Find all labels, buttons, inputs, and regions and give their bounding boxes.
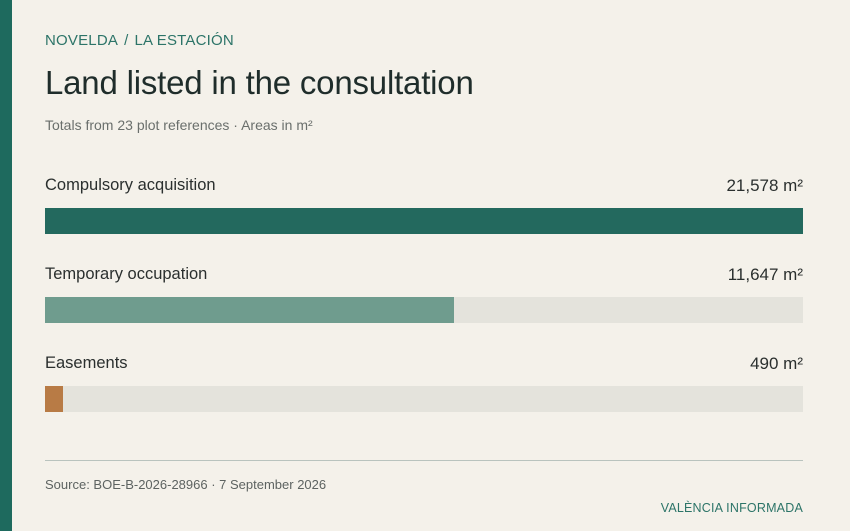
category-label: Temporary occupation <box>45 265 208 283</box>
bar-track <box>45 386 803 412</box>
category-label: Easements <box>45 354 128 372</box>
category-label: Compulsory acquisition <box>45 176 216 194</box>
bar <box>45 208 803 234</box>
accent-rule <box>0 0 12 531</box>
breadcrumb-town: NOVELDA <box>45 32 119 49</box>
footer-divider <box>45 460 803 461</box>
page-title: Land listed in the consultation <box>45 64 474 101</box>
source-note: Source: BOE-B-2026-28966 · 7 September 2… <box>45 477 327 492</box>
bar <box>45 386 63 412</box>
breadcrumb: NOVELDA / LA ESTACIÓN <box>45 32 234 49</box>
page-subtitle: Totals from 23 plot references · Areas i… <box>45 117 313 133</box>
bar <box>45 297 454 323</box>
breadcrumb-place: LA ESTACIÓN <box>134 32 234 49</box>
value-label: 11,647 m² <box>727 265 803 284</box>
bar-track <box>45 208 803 234</box>
brand-logo-text: VALÈNCIA INFORMADA <box>660 501 803 515</box>
value-label: 21,578 m² <box>726 176 803 195</box>
value-label: 490 m² <box>750 354 803 373</box>
bar-track <box>45 297 803 323</box>
breadcrumb-separator: / <box>124 32 129 49</box>
